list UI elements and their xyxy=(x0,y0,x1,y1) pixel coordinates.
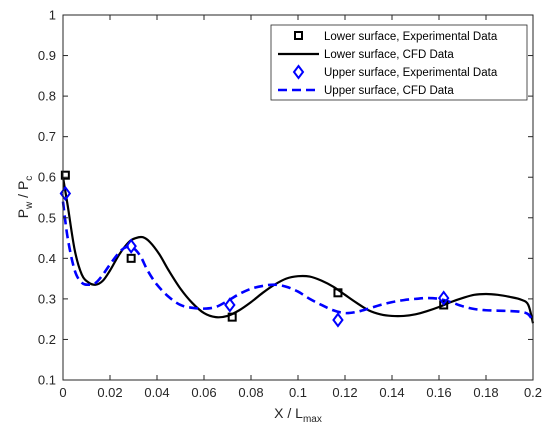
x-tick-label: 0.14 xyxy=(379,385,404,400)
y-tick-label: 0.2 xyxy=(38,332,56,347)
legend-entry-upper-cfd: Upper surface, CFD Data xyxy=(278,85,454,97)
y-tick-label: 1 xyxy=(49,8,56,23)
x-tick-label: 0.16 xyxy=(426,385,451,400)
legend-label: Upper surface, Experimental Data xyxy=(324,67,498,79)
y-axis-title: Pw / Pc xyxy=(15,176,35,219)
x-tick-label: 0.18 xyxy=(473,385,498,400)
y-tick-label: 0.6 xyxy=(38,170,56,185)
upper-exp-marker xyxy=(59,185,72,202)
x-tick-label: 0.1 xyxy=(289,385,307,400)
x-tick-label: 0.04 xyxy=(144,385,169,400)
legend-square-marker xyxy=(294,31,303,40)
legend-diamond-marker xyxy=(292,64,305,80)
y-tick-label: 0.3 xyxy=(38,291,56,306)
legend-box xyxy=(270,24,528,101)
y-tick-label: 0.9 xyxy=(38,48,56,63)
upper-exp-marker xyxy=(224,297,236,313)
upper-exp-marker xyxy=(125,238,137,254)
lower-exp-marker xyxy=(126,253,136,263)
upper-exp-marker xyxy=(332,312,344,328)
y-tick-label: 0.5 xyxy=(38,210,56,225)
x-axis-title: X / Lmax xyxy=(274,405,322,425)
legend-label: Upper surface, CFD Data xyxy=(324,85,454,97)
legend-label: Lower surface, CFD Data xyxy=(324,49,454,61)
legend-entry-upper-exp: Upper surface, Experimental Data xyxy=(292,64,498,80)
lower-exp-marker xyxy=(333,288,343,298)
x-tick-label: 0.02 xyxy=(97,385,122,400)
x-tick-label: 0.08 xyxy=(238,385,263,400)
x-tick-label: 0.12 xyxy=(332,385,357,400)
legend-label: Lower surface, Experimental Data xyxy=(324,31,498,43)
lower-exp-marker xyxy=(227,312,237,322)
data-markers xyxy=(59,170,450,328)
upper-exp-marker xyxy=(437,290,450,306)
x-tick-label: 0 xyxy=(59,385,66,400)
axis-ticks: 0 0.02 0.04 0.06 0.08 0.1 0.12 0.14 0.16 0.18 0.2 0… xyxy=(38,8,542,401)
x-tick-label: 0.2 xyxy=(524,385,542,400)
legend-entry-lower-cfd: Lower surface, CFD Data xyxy=(278,49,454,61)
legend: Lower surface, Experimental Data Lower s… xyxy=(270,24,528,101)
y-tick-label: 0.1 xyxy=(38,373,56,388)
y-tick-label: 0.8 xyxy=(38,89,56,104)
y-tick-label: 0.4 xyxy=(38,251,56,266)
data-curves xyxy=(61,177,535,324)
lower-exp-marker xyxy=(439,300,449,310)
y-tick-label: 0.7 xyxy=(38,129,56,144)
lower-exp-marker xyxy=(60,170,70,180)
legend-entry-lower-exp: Lower surface, Experimental Data xyxy=(294,31,498,43)
upper-cfd-curve xyxy=(61,201,535,322)
x-tick-label: 0.06 xyxy=(191,385,216,400)
